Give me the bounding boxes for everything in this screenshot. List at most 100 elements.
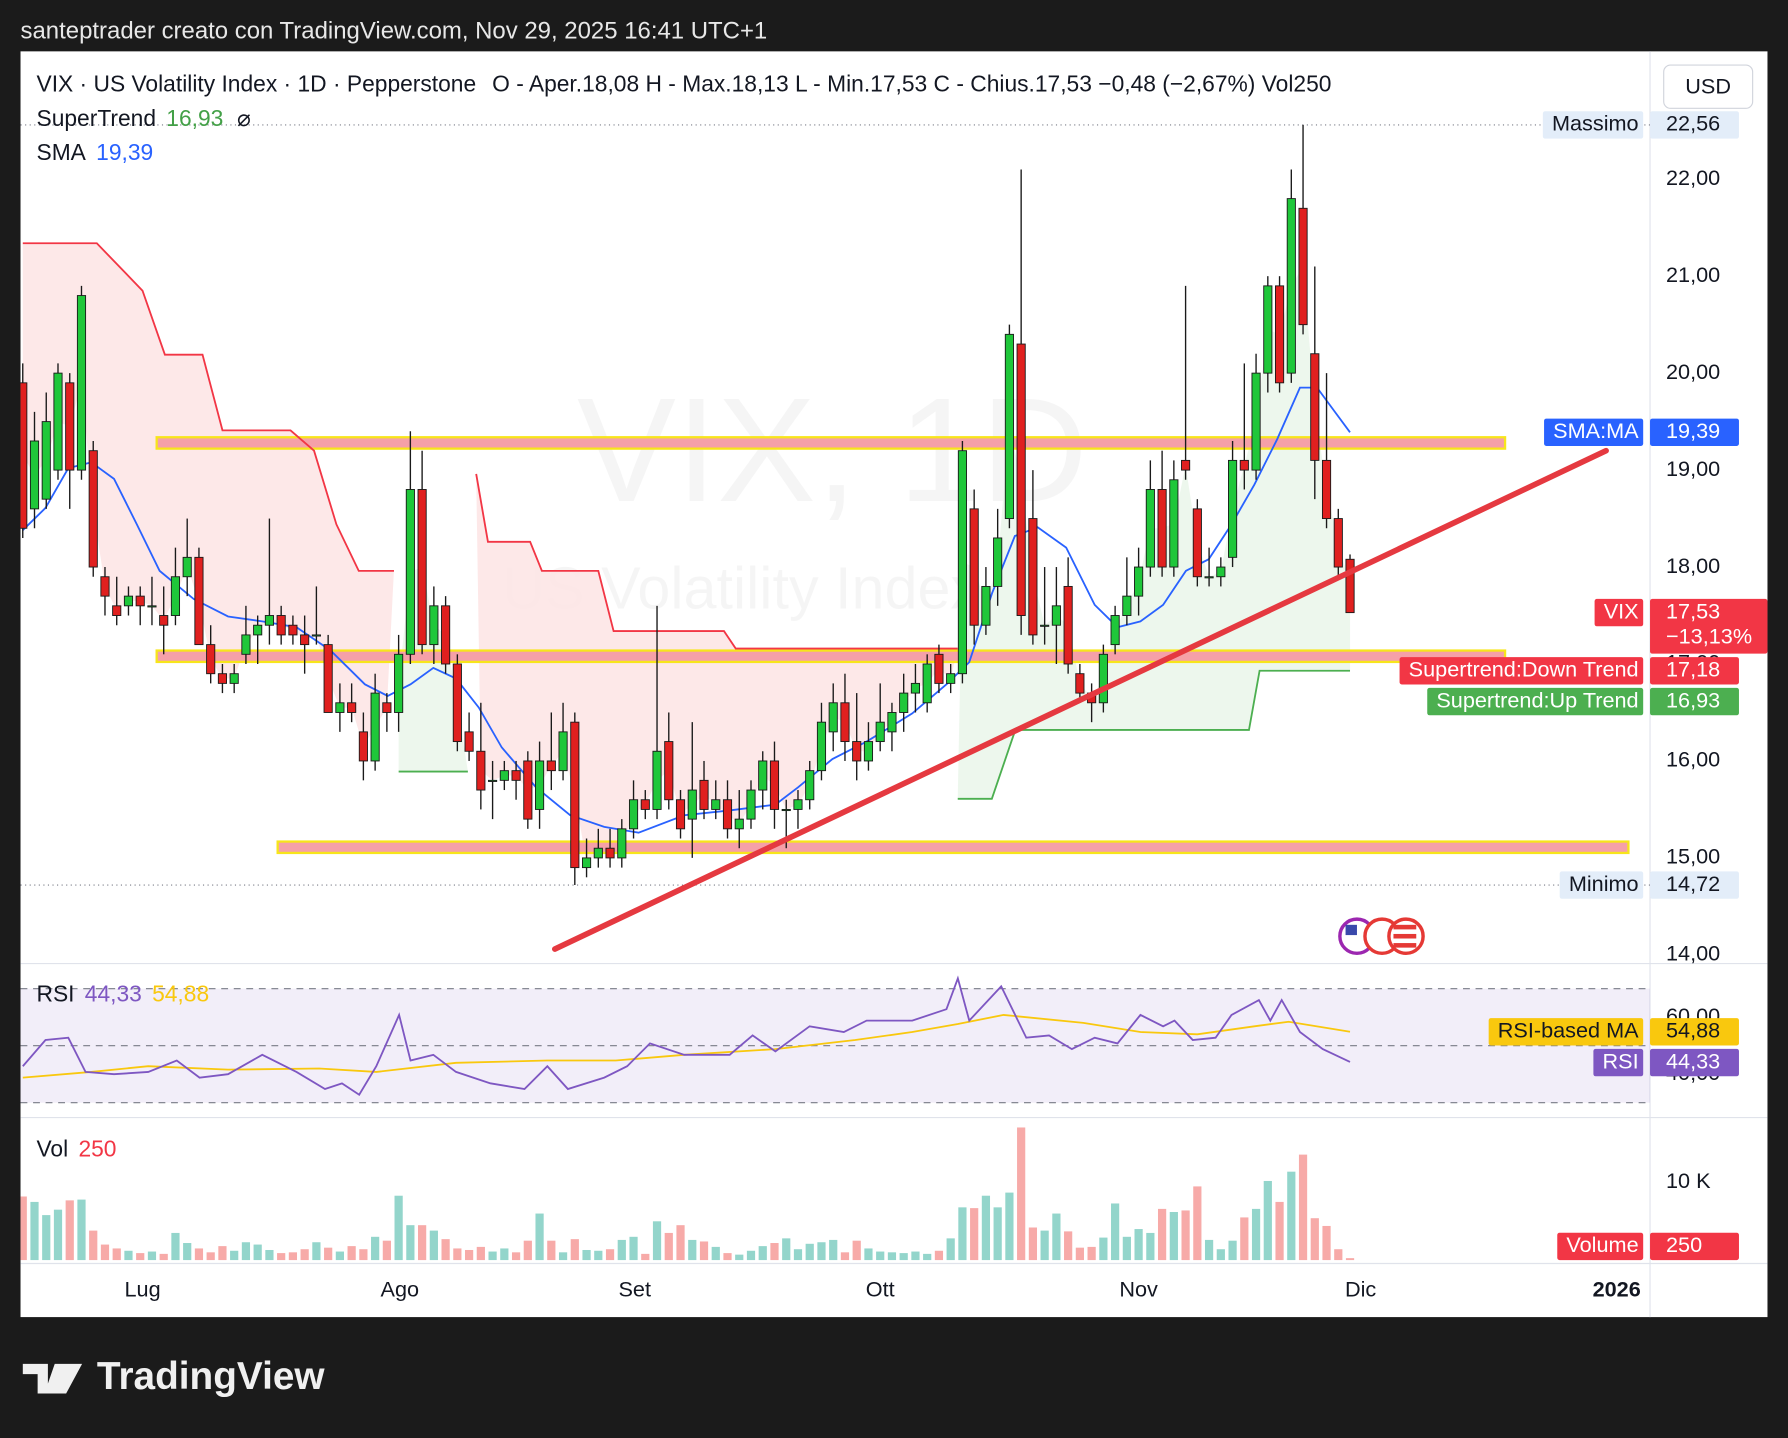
candle-body [734, 818, 744, 830]
axis-label: Massimo 22,56 [1542, 111, 1739, 139]
candle-body [1098, 653, 1108, 704]
volume-bar [230, 1250, 239, 1261]
candle-body [229, 673, 239, 684]
volume-bar [147, 1251, 157, 1261]
volume-bar [664, 1232, 673, 1261]
volume-bar [277, 1253, 286, 1261]
volume-bar [347, 1246, 356, 1261]
volume-bar [406, 1225, 415, 1261]
currency[interactable]: USD [1685, 74, 1731, 99]
axis-label-value: −13,13% [1666, 623, 1752, 648]
axis-label-name: SMA:MA [1553, 418, 1639, 443]
candle-body [276, 615, 286, 636]
supertrend-line [398, 669, 1351, 800]
legend-name: Vol [36, 1136, 68, 1162]
volume-bar [652, 1221, 662, 1261]
volume-bar [1099, 1237, 1108, 1261]
axis-label-name-box [1593, 1048, 1644, 1077]
volume-bar [1322, 1225, 1331, 1261]
volume-bar [429, 1230, 438, 1261]
candle-body [123, 595, 134, 607]
candle-body [993, 537, 1003, 587]
volume-bar [1028, 1227, 1038, 1261]
zone [155, 649, 1507, 664]
candle-body [628, 799, 639, 830]
volume-bar [1287, 1171, 1296, 1261]
candle-body [499, 770, 509, 781]
candle-body [746, 789, 756, 820]
axis-label-value: 250 [1666, 1232, 1702, 1257]
candle-body [1040, 624, 1050, 627]
volume-bar [265, 1249, 274, 1261]
candle-body [347, 702, 357, 713]
axis-label-name: VIX [1604, 598, 1639, 623]
volume-bar [1240, 1217, 1249, 1261]
candle-body [241, 634, 251, 655]
candle-body [910, 682, 921, 694]
volume-bar [1298, 1154, 1308, 1261]
volume-bar [53, 1209, 63, 1261]
axis-label-value: 17,53 [1666, 598, 1720, 623]
candle-body [640, 799, 650, 810]
axis-label-name-box [1542, 111, 1644, 139]
volume-bar [1334, 1249, 1343, 1261]
candle-body [405, 489, 415, 655]
candle-body [781, 808, 791, 812]
volume-bar [453, 1248, 462, 1261]
volume-bar [112, 1248, 121, 1261]
axis-label-value: 19,39 [1666, 418, 1720, 443]
volume-bar [629, 1236, 638, 1261]
supertrend-fill [22, 243, 394, 747]
volume-bar [523, 1240, 532, 1261]
zone [155, 436, 1507, 450]
volume-bar [1181, 1210, 1190, 1261]
legend-name: SMA [36, 139, 86, 165]
candle-body [899, 692, 909, 713]
candle-body [593, 847, 603, 859]
volume-bar [1075, 1247, 1084, 1261]
axis-label-value-box [1650, 657, 1739, 685]
candle-body [546, 760, 556, 772]
header: santeptrader creato con TradingView.com,… [21, 17, 768, 44]
volume-bar [676, 1225, 685, 1261]
volume-bar [840, 1252, 850, 1261]
candle-body [206, 644, 216, 675]
supertrend-line [22, 242, 958, 650]
volume-bar [218, 1246, 227, 1261]
candle-body [29, 440, 40, 510]
y-tick-label: 22,00 [1666, 165, 1720, 190]
candle-body [1321, 459, 1332, 520]
currency-button[interactable] [1663, 64, 1754, 109]
volume-bar [864, 1248, 873, 1261]
candle-body [112, 605, 122, 616]
candle-body [417, 489, 427, 646]
volume-bar [1216, 1249, 1225, 1261]
axis-label: Supertrend:Down Trend 17,18 [1399, 656, 1739, 685]
volume-bar [1310, 1218, 1319, 1261]
candle-body [1016, 343, 1026, 616]
volume-bar [934, 1250, 944, 1261]
candle-body [793, 799, 803, 810]
y-tick-label: 10 K [1666, 1168, 1711, 1193]
candle-body [1157, 489, 1167, 568]
volume-bar [253, 1244, 262, 1261]
candle-body [335, 702, 345, 713]
axis-label-value: 16,93 [1666, 687, 1720, 712]
y-tick-label: 20,00 [1666, 359, 1720, 384]
axis-label-name-box [1559, 871, 1644, 899]
axis-label-value: 14,72 [1666, 871, 1720, 896]
legend-value: 54,88 [152, 981, 209, 1007]
axis-label-name-box [1427, 687, 1644, 716]
volume-bar [535, 1213, 544, 1261]
volume-bar [183, 1243, 192, 1261]
volume-bar [970, 1208, 979, 1261]
candle-body [20, 382, 28, 529]
axis-label-value-box [1650, 1048, 1739, 1077]
candle-body [370, 692, 380, 762]
supertrend-fill [398, 567, 468, 772]
volume-bar [758, 1246, 767, 1261]
volume-bar [958, 1207, 967, 1261]
volume-bar [946, 1238, 955, 1261]
axis-label-value-box [1650, 598, 1768, 654]
